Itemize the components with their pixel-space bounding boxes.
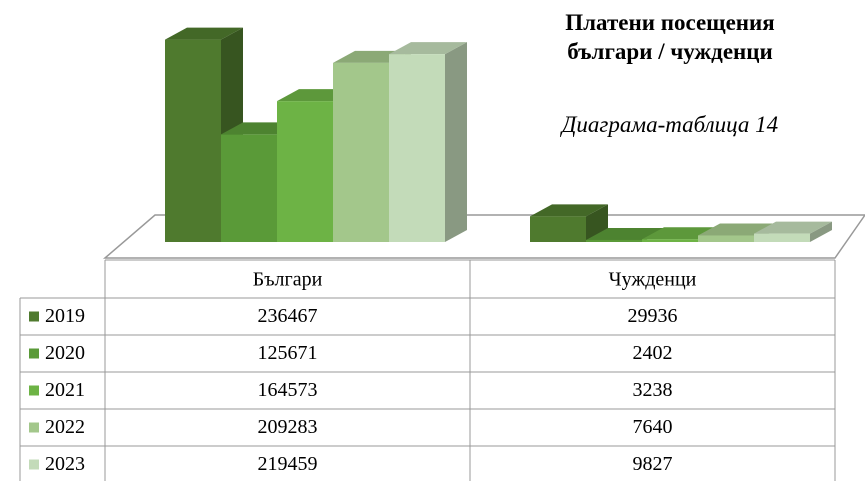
bar xyxy=(754,221,832,242)
bar-front xyxy=(754,233,810,242)
legend-swatch xyxy=(29,422,39,433)
bar-top xyxy=(389,42,467,55)
bar-front xyxy=(221,134,277,242)
legend-swatch xyxy=(29,459,39,470)
table-value: 9827 xyxy=(633,453,673,475)
legend-label: 2021 xyxy=(45,379,85,401)
bar-top xyxy=(586,227,664,240)
table-value: 7640 xyxy=(633,416,673,438)
legend-label: 2023 xyxy=(45,453,85,475)
chart-subtitle: Диаграма-таблица 14 xyxy=(561,112,779,137)
table-value: 2402 xyxy=(633,342,673,364)
bar-top xyxy=(754,221,832,234)
bar-front xyxy=(698,235,754,242)
column-header: Българи xyxy=(253,269,323,291)
legend-swatch xyxy=(29,311,39,322)
table-value: 125671 xyxy=(258,342,318,364)
bar-side xyxy=(445,42,467,242)
legend-label: 2022 xyxy=(45,416,85,438)
chart-title: Платени посещения българи / чужденци xyxy=(565,10,775,64)
legend-swatch xyxy=(29,385,39,396)
table-value: 29936 xyxy=(628,305,678,327)
bar-front xyxy=(333,62,389,242)
bar-front xyxy=(530,216,586,242)
column-header: Чужденци xyxy=(609,269,697,291)
bar-top xyxy=(530,204,608,217)
bar xyxy=(389,42,467,242)
table-value: 3238 xyxy=(633,379,673,401)
bar-front xyxy=(165,39,221,243)
legend-label: 2020 xyxy=(45,342,85,364)
bar-side xyxy=(810,221,832,242)
bar-front xyxy=(277,101,333,242)
bar-front xyxy=(642,239,698,242)
bar-front xyxy=(586,239,642,242)
table-value: 209283 xyxy=(258,416,318,438)
legend-swatch xyxy=(29,348,39,359)
table-value: 236467 xyxy=(258,305,318,327)
table-value: 164573 xyxy=(258,379,318,401)
bar-top xyxy=(165,27,243,40)
bar xyxy=(530,204,608,242)
table-value: 219459 xyxy=(258,453,318,475)
legend-label: 2019 xyxy=(45,305,85,327)
bar-front xyxy=(389,54,445,242)
